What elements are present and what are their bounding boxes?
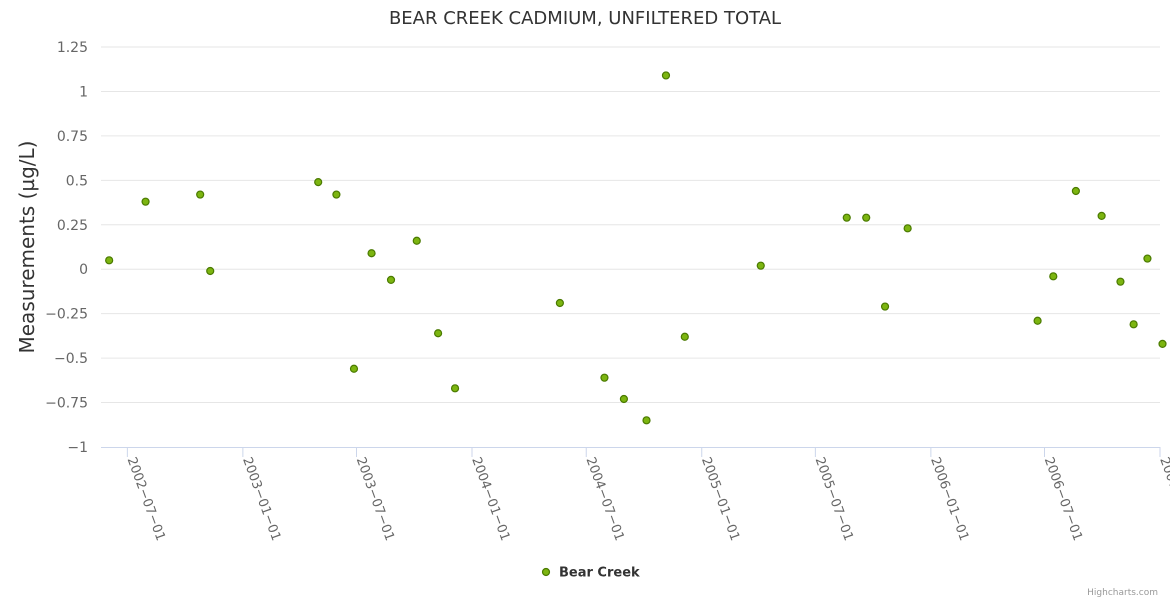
data-point[interactable] bbox=[105, 256, 114, 265]
data-point[interactable] bbox=[1097, 211, 1106, 220]
y-tick-label: −0.25 bbox=[45, 307, 88, 323]
data-point[interactable] bbox=[386, 275, 396, 284]
y-tick-label: 0.75 bbox=[57, 129, 88, 145]
y-tick-label: −0.75 bbox=[45, 396, 88, 412]
data-point[interactable] bbox=[141, 197, 150, 206]
y-tick-label: 1 bbox=[79, 84, 88, 100]
data-point[interactable] bbox=[450, 384, 460, 393]
legend-label[interactable]: Bear Creek bbox=[559, 566, 640, 581]
y-axis-label: Measurements (µg/L) bbox=[15, 141, 39, 354]
data-point[interactable] bbox=[862, 213, 871, 222]
x-tick-label: 2005−07−01 bbox=[812, 455, 856, 543]
data-point[interactable] bbox=[1158, 339, 1167, 348]
data-point[interactable] bbox=[642, 416, 651, 425]
y-axis-ticks: 1.25 1 0.75 0.5 0.25 0 −0.25 −0.5 −0.75 −1 bbox=[45, 40, 88, 456]
x-tick-label: 2003−07−01 bbox=[353, 455, 397, 543]
y-tick-label: −1 bbox=[67, 440, 88, 456]
data-point[interactable] bbox=[842, 213, 851, 222]
x-axis-ticks: 2002−07−01 2003−01−01 2003−07−01 2004−01−01… bbox=[124, 455, 1170, 543]
data-point[interactable] bbox=[367, 249, 376, 258]
x-tick-label: 2004−07−01 bbox=[582, 455, 626, 543]
data-point[interactable] bbox=[196, 190, 205, 199]
data-point[interactable] bbox=[433, 329, 443, 338]
data-point[interactable] bbox=[600, 373, 609, 382]
data-points bbox=[105, 71, 1167, 425]
x-tick-label: 2006−01−01 bbox=[927, 455, 971, 543]
x-tick-label: 2002−07−01 bbox=[124, 455, 168, 543]
y-tick-label: 0 bbox=[79, 262, 88, 278]
x-tick-label: 2007−01−01 bbox=[1156, 455, 1170, 543]
data-point[interactable] bbox=[332, 190, 341, 199]
data-point[interactable] bbox=[1049, 272, 1058, 281]
y-tick-label: −0.5 bbox=[54, 351, 88, 367]
x-axis bbox=[101, 447, 1161, 457]
data-point[interactable] bbox=[1116, 277, 1125, 286]
data-point[interactable] bbox=[1143, 254, 1152, 263]
credits-link[interactable]: Highcharts.com bbox=[1087, 588, 1158, 598]
data-point[interactable] bbox=[349, 364, 359, 373]
data-point[interactable] bbox=[756, 261, 765, 270]
data-point[interactable] bbox=[880, 302, 890, 311]
chart-title: BEAR CREEK CADMIUM, UNFILTERED TOTAL bbox=[389, 8, 781, 29]
data-point[interactable] bbox=[680, 332, 689, 341]
data-point[interactable] bbox=[1071, 186, 1080, 196]
legend-marker bbox=[541, 567, 551, 577]
data-point[interactable] bbox=[412, 236, 421, 245]
legend[interactable]: Bear Creek bbox=[541, 566, 641, 581]
x-tick-label: 2004−01−01 bbox=[468, 455, 512, 543]
data-point[interactable] bbox=[206, 266, 215, 276]
data-point[interactable] bbox=[661, 71, 671, 80]
data-point[interactable] bbox=[619, 394, 629, 404]
y-tick-label: 0.25 bbox=[57, 218, 88, 234]
grid-lines bbox=[101, 46, 1160, 404]
x-tick-label: 2005−01−01 bbox=[698, 455, 742, 543]
x-tick-label: 2003−01−01 bbox=[239, 455, 283, 543]
y-tick-label: 0.5 bbox=[66, 173, 88, 189]
data-point[interactable] bbox=[314, 178, 323, 187]
data-point[interactable] bbox=[903, 224, 912, 233]
data-point[interactable] bbox=[1033, 316, 1042, 325]
data-point[interactable] bbox=[555, 298, 564, 308]
data-point[interactable] bbox=[1129, 320, 1138, 329]
x-tick-label: 2006−07−01 bbox=[1041, 455, 1085, 543]
y-tick-label: 1.25 bbox=[57, 40, 88, 56]
